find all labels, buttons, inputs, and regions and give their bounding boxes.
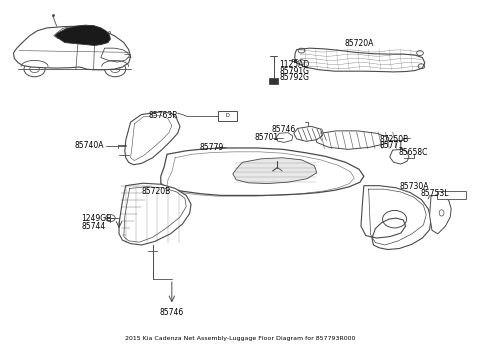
Text: 85771: 85771 xyxy=(379,141,403,150)
Text: 2015 Kia Cadenza Net Assembly-Luggage Floor Diagram for 857793R000: 2015 Kia Cadenza Net Assembly-Luggage Fl… xyxy=(125,336,355,341)
Text: 85792G: 85792G xyxy=(279,73,309,82)
Polygon shape xyxy=(361,186,431,250)
Polygon shape xyxy=(430,195,451,234)
Text: 85701: 85701 xyxy=(254,133,278,142)
Text: 85720A: 85720A xyxy=(345,39,374,48)
Bar xyxy=(218,111,237,121)
Polygon shape xyxy=(161,148,364,195)
Text: 85763R: 85763R xyxy=(149,111,179,120)
Polygon shape xyxy=(233,158,317,184)
Polygon shape xyxy=(90,26,106,45)
Bar xyxy=(437,191,466,199)
Text: D: D xyxy=(226,113,229,118)
Polygon shape xyxy=(13,26,131,70)
Text: 87250B: 87250B xyxy=(379,135,408,144)
Text: 1125AD: 1125AD xyxy=(279,60,310,69)
Polygon shape xyxy=(295,48,425,72)
Text: 85730A: 85730A xyxy=(399,182,429,191)
Polygon shape xyxy=(55,25,110,45)
Polygon shape xyxy=(54,27,71,38)
Text: 85658C: 85658C xyxy=(398,148,428,157)
Text: 85753L: 85753L xyxy=(420,189,449,198)
Text: 85746: 85746 xyxy=(271,125,296,134)
Text: 85740A: 85740A xyxy=(74,141,104,150)
Text: 1249GE: 1249GE xyxy=(82,214,111,223)
Polygon shape xyxy=(119,183,191,245)
Text: 85779: 85779 xyxy=(199,143,224,152)
Polygon shape xyxy=(390,149,409,164)
Text: 85720B: 85720B xyxy=(142,187,171,196)
Text: 85744: 85744 xyxy=(82,222,106,231)
Bar xyxy=(269,78,278,84)
Text: 85791G: 85791G xyxy=(279,67,309,76)
Text: 85746: 85746 xyxy=(160,308,184,317)
Polygon shape xyxy=(294,126,323,141)
Polygon shape xyxy=(70,26,94,34)
Polygon shape xyxy=(316,131,389,149)
Polygon shape xyxy=(101,48,130,62)
Polygon shape xyxy=(276,133,293,142)
Polygon shape xyxy=(125,112,180,165)
